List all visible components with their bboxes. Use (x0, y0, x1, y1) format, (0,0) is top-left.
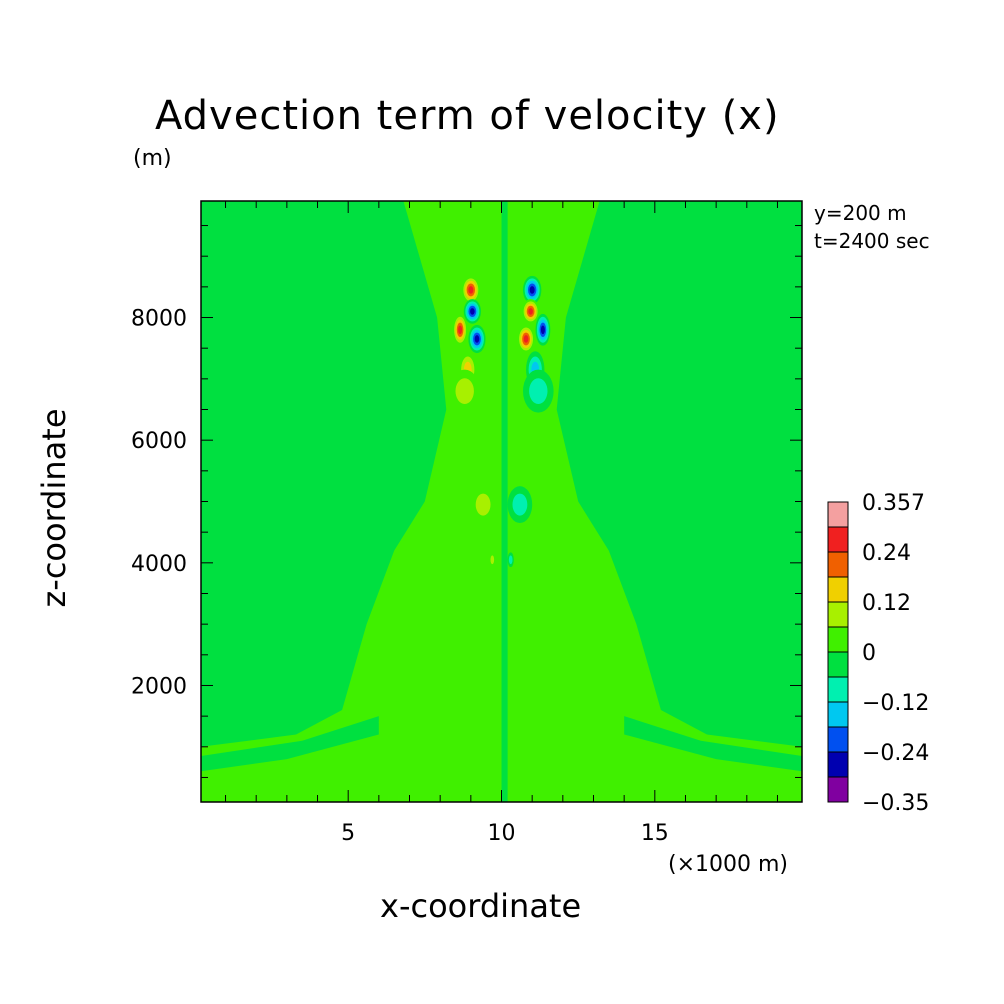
contour-bands (201, 201, 802, 802)
contour-band-right-upper (556, 201, 802, 747)
contour-blob-10-level-2 (455, 378, 474, 405)
contour-blob-1-level-5 (529, 286, 535, 294)
x-tick-label: 5 (341, 821, 355, 846)
annotation-time: t=2400 sec (814, 229, 930, 253)
colorbar-swatch (827, 576, 849, 603)
colorbar-label: −0.12 (862, 691, 929, 716)
contour-blob-12-level-2 (475, 493, 491, 516)
contour-band-left-upper (201, 201, 447, 747)
contour-band-left-base (378, 648, 471, 802)
colorbar-swatch (827, 701, 849, 728)
colorbar-swatch (827, 676, 849, 703)
contour-band-right-lower (624, 716, 802, 772)
contour-band-left-middle (201, 446, 346, 668)
x-axis-label: x-coordinate (380, 887, 582, 925)
x-tick-label: 10 (488, 821, 516, 846)
colorbar-swatch (827, 651, 849, 678)
contour-band-left-lower (201, 716, 379, 772)
y-tick-label: 6000 (131, 429, 187, 454)
contour-blob-14-level-2 (490, 555, 495, 565)
contour-blob-7-level-5 (523, 335, 529, 343)
contour-blob-0-level-5 (468, 286, 474, 294)
contour-blob-2-level-5 (470, 308, 475, 315)
contour-blob-4-level-5 (458, 325, 463, 335)
chart-title: Advection term of velocity (x) (155, 93, 780, 139)
colorbar-swatch (827, 551, 849, 578)
y-tick-label: 8000 (131, 307, 187, 332)
colorbar-swatch (827, 601, 849, 628)
colorbar-label: 0 (862, 641, 876, 666)
colorbar-label: −0.24 (862, 741, 929, 766)
y-axis-unit: (m) (133, 146, 172, 171)
colorbar-swatch (827, 626, 849, 653)
colorbar-label: 0.24 (862, 541, 911, 566)
contour-blob-15-level-2 (508, 555, 513, 565)
colorbar-label: 0.357 (862, 491, 925, 516)
x-tick-label: 15 (641, 821, 669, 846)
colorbar-swatch (827, 776, 849, 803)
x-axis-unit: (×1000 m) (668, 852, 789, 877)
colorbar-swatch (827, 501, 849, 528)
contour-column-left (495, 201, 502, 802)
contour-blob-3-level-5 (528, 308, 533, 315)
contour-column-right (501, 201, 508, 802)
contour-band-right-base (532, 648, 625, 802)
contour-blob-5-level-5 (540, 325, 545, 335)
contour-blob-13-level-2 (512, 493, 528, 516)
y-tick-label: 4000 (131, 552, 187, 577)
colorbar-label: −0.35 (862, 791, 929, 816)
colorbar-label: 0.12 (862, 591, 911, 616)
colorbar-swatch (827, 726, 849, 753)
contour-blob-11-level-2 (529, 378, 548, 405)
colorbar-swatch (827, 751, 849, 778)
colorbar-swatch (827, 526, 849, 553)
y-tick-label: 2000 (131, 674, 187, 699)
contour-blob-6-level-5 (474, 335, 480, 343)
annotation-y-position: y=200 m (814, 201, 907, 225)
contour-band-right-middle (657, 446, 802, 668)
